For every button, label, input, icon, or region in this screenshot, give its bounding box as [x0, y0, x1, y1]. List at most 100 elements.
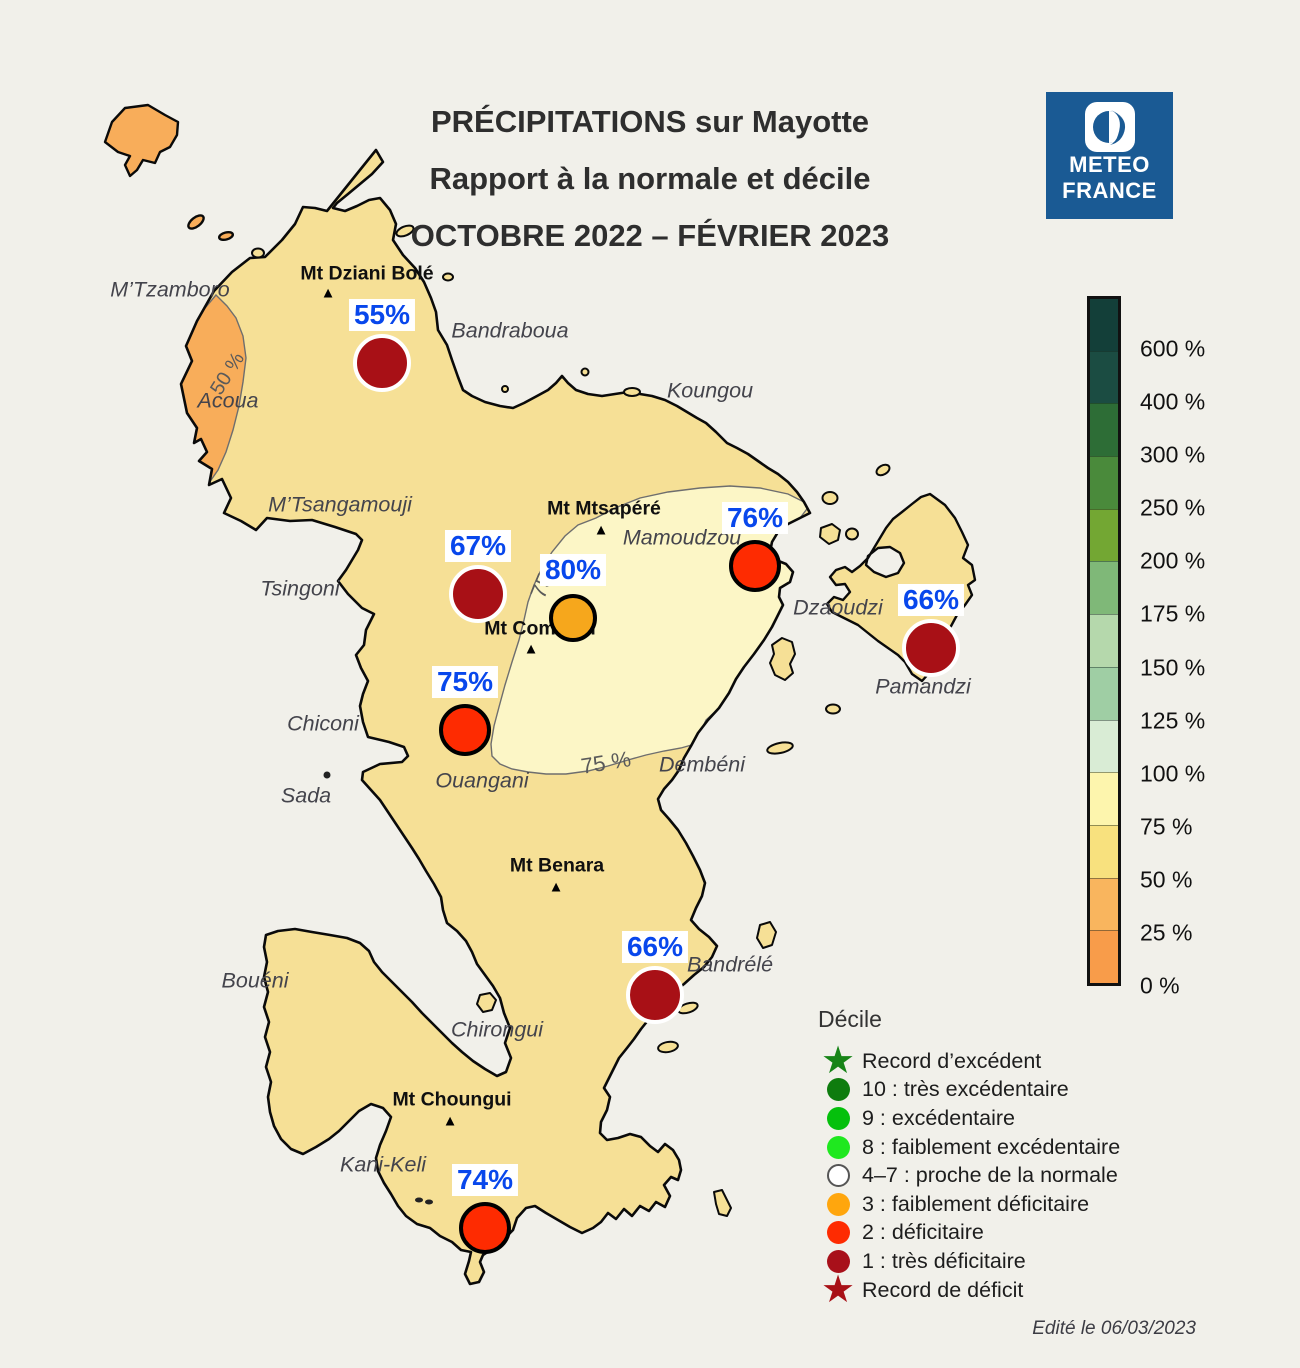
- scale-segment-5: [1090, 561, 1118, 615]
- station-marker-combani: [549, 594, 597, 642]
- station-value-bandrele: 66%: [621, 931, 689, 963]
- decile-legend-item-6: 2 : déficitaire: [818, 1219, 1120, 1248]
- logo-text-line2: FRANCE: [1062, 178, 1157, 203]
- place-label-mamoudzou: Mamoudzou: [622, 525, 742, 550]
- scale-label-250%: 250 %: [1140, 494, 1206, 521]
- decile-circle-icon: [818, 1078, 858, 1102]
- decile-legend-item-2: 9 : excédentaire: [818, 1104, 1120, 1133]
- station-marker-kani-keli: [459, 1202, 511, 1254]
- place-label-bou-ni: Bouéni: [221, 968, 289, 993]
- page-title: PRÉCIPITATIONS sur Mayotte: [430, 104, 870, 139]
- logo-text-line1: METEO: [1069, 152, 1150, 177]
- mountain-label-mt-choungui: Mt Choungui: [392, 1088, 512, 1111]
- scale-segment-11: [1090, 877, 1118, 931]
- mountain-label-mt-mtsap-r-: Mt Mtsapéré: [547, 497, 661, 520]
- scale-segment-3: [1090, 456, 1118, 509]
- mountain-triangle-icon: ▲: [320, 284, 336, 302]
- scale-label-600%: 600 %: [1140, 335, 1206, 362]
- station-marker-dziani-bole: [353, 334, 411, 392]
- decile-legend-item-5: 3 : faiblement déficitaire: [818, 1190, 1120, 1219]
- color-scale-bar: [1087, 296, 1121, 986]
- scale-segment-7: [1090, 666, 1118, 720]
- decile-circle-icon: [818, 1192, 858, 1216]
- place-label-koungou: Koungou: [666, 378, 754, 403]
- scale-label-150%: 150 %: [1140, 654, 1206, 681]
- station-value-combani-ouest: 67%: [444, 530, 512, 562]
- decile-legend-label-6: 2 : déficitaire: [862, 1220, 984, 1245]
- scale-label-0%: 0 %: [1140, 972, 1180, 999]
- scale-label-400%: 400 %: [1140, 388, 1206, 415]
- station-marker-mamoudzou: [729, 540, 781, 592]
- place-label-acoua: Acoua: [197, 388, 259, 413]
- place-label-kani-keli: Kani-Keli: [339, 1152, 427, 1177]
- place-label-bandraboua: Bandraboua: [451, 318, 569, 343]
- decile-legend-title: Décile: [818, 1006, 882, 1032]
- station-value-pamandzi: 66%: [897, 584, 965, 616]
- decile-legend-label-7: 1 : très déficitaire: [862, 1248, 1026, 1273]
- station-value-ouangani: 75%: [431, 666, 499, 698]
- scale-segment-9: [1090, 772, 1118, 825]
- tiny-islets: [323, 771, 433, 1205]
- station-marker-combani-ouest: [449, 565, 507, 623]
- scale-segment-8: [1090, 719, 1118, 773]
- decile-legend-item-3: 8 : faiblement excédentaire: [818, 1133, 1120, 1162]
- contour-label-75%: 75 %: [579, 746, 633, 779]
- decile-legend-item-1: 10 : très excédentaire: [818, 1076, 1120, 1105]
- station-value-kani-keli: 74%: [451, 1164, 519, 1196]
- mtzamboro-island: [103, 103, 235, 242]
- station-value-dziani-bole: 55%: [348, 299, 416, 331]
- decile-legend-item-8: ★ Record de déficit: [818, 1269, 1120, 1312]
- place-label-demb-ni: Dembéni: [658, 752, 746, 777]
- place-label-m-tzamboro: M’Tzamboro: [110, 277, 230, 302]
- scale-segment-0: [1090, 299, 1118, 351]
- decile-legend: Décile ★ Record d’excédent 10 : très excéd…: [818, 1006, 1120, 1312]
- decile-legend-label-4: 4–7 : proche de la normale: [862, 1163, 1118, 1188]
- record-star-icon: ★: [820, 1040, 856, 1083]
- decile-legend-label-3: 8 : faiblement excédentaire: [862, 1134, 1121, 1159]
- decile-circle-icon: [818, 1135, 858, 1159]
- scale-segment-10: [1090, 824, 1118, 878]
- scale-label-75%: 75 %: [1140, 813, 1193, 840]
- place-label-chiconi: Chiconi: [287, 711, 359, 736]
- page-subtitle: Rapport à la normale et décile: [429, 161, 871, 196]
- scale-label-300%: 300 %: [1140, 441, 1206, 468]
- decile-legend-label-5: 3 : faiblement déficitaire: [862, 1191, 1090, 1216]
- scale-label-100%: 100 %: [1140, 760, 1206, 787]
- decile-legend-item-4: 4–7 : proche de la normale: [818, 1161, 1120, 1190]
- place-label-m-tsangamouji: M’Tsangamouji: [268, 492, 412, 517]
- scale-segment-1: [1090, 350, 1118, 404]
- place-label-ouangani: Ouangani: [435, 768, 529, 793]
- place-label-chirongui: Chirongui: [450, 1017, 544, 1042]
- mountain-label-mt-benara: Mt Benara: [509, 854, 605, 877]
- meteo-france-logo: METEO FRANCE: [1046, 92, 1173, 219]
- decile-circle-icon: [818, 1221, 858, 1245]
- scale-segment-4: [1090, 508, 1118, 562]
- scale-segment-6: [1090, 614, 1118, 667]
- record-star-icon: ★: [820, 1269, 856, 1312]
- station-marker-pamandzi: [902, 619, 960, 677]
- scale-label-25%: 25 %: [1140, 919, 1193, 946]
- page-period: OCTOBRE 2022 – FÉVRIER 2023: [410, 218, 890, 253]
- scale-label-50%: 50 %: [1140, 866, 1193, 893]
- scale-segment-2: [1090, 403, 1118, 457]
- scale-label-175%: 175 %: [1140, 600, 1206, 627]
- decile-legend-label-2: 9 : excédentaire: [862, 1105, 1015, 1130]
- scale-label-125%: 125 %: [1140, 707, 1206, 734]
- station-value-combani: 80%: [539, 554, 607, 586]
- decile-legend-item-7: 1 : très déficitaire: [818, 1247, 1120, 1276]
- place-label-pamandzi: Pamandzi: [875, 674, 971, 699]
- place-label-dzaoudzi: Dzaoudzi: [793, 595, 883, 620]
- decile-legend-label-0: Record d’excédent: [862, 1048, 1042, 1073]
- station-marker-ouangani: [439, 704, 491, 756]
- place-label-sada: Sada: [280, 783, 332, 808]
- edition-date: Edité le 06/03/2023: [1032, 1318, 1196, 1339]
- mountain-triangle-icon: ▲: [442, 1112, 458, 1130]
- mountain-label-mt-dziani-bol-: Mt Dziani Bolé: [300, 262, 434, 285]
- islets: [251, 224, 891, 1217]
- scale-segment-12: [1090, 930, 1118, 983]
- station-marker-bandrele: [626, 966, 684, 1024]
- scale-label-200%: 200 %: [1140, 547, 1206, 574]
- decile-circle-icon: [818, 1249, 858, 1273]
